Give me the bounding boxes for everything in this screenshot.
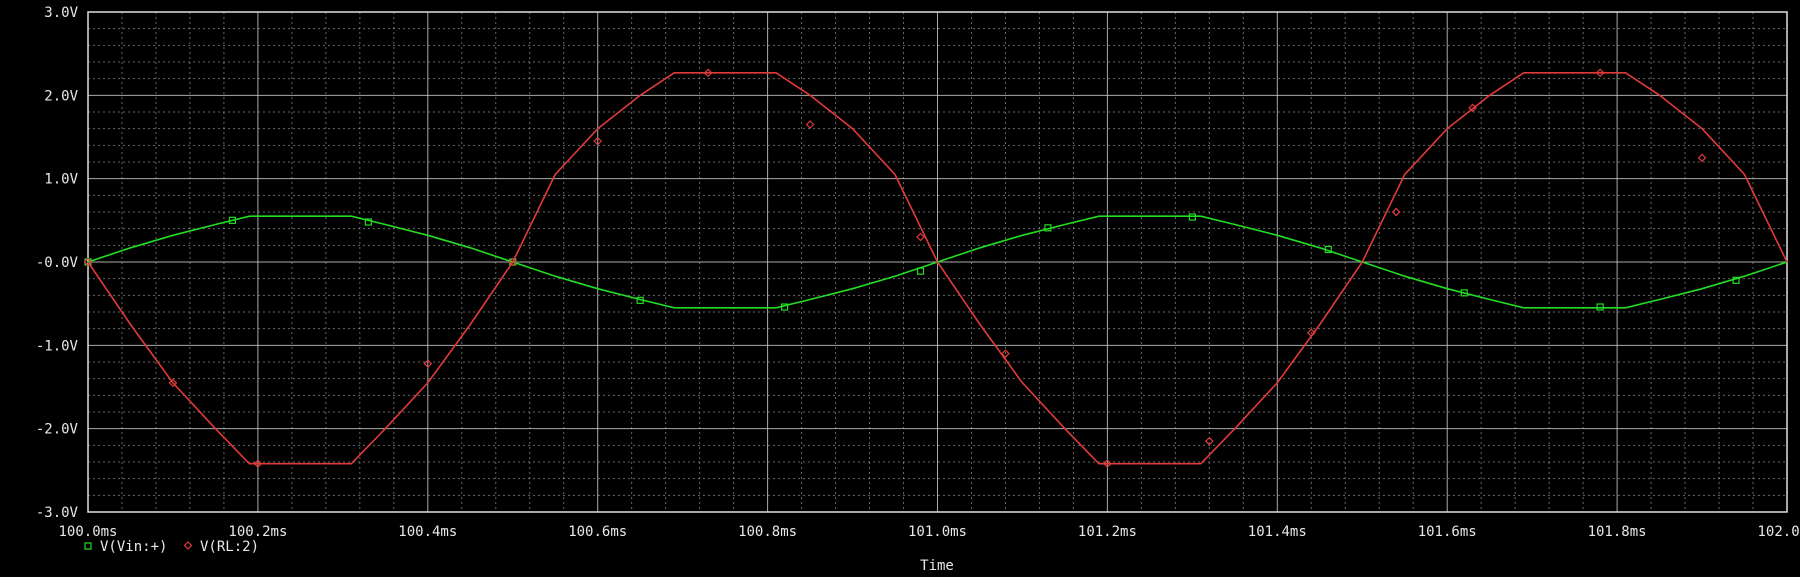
data-point-marker <box>228 216 237 224</box>
legend-label: V(RL:2) <box>200 539 259 555</box>
data-point-marker <box>805 120 815 129</box>
y-tick-label: -1.0V <box>36 338 79 354</box>
data-point-marker <box>83 257 93 267</box>
x-tick-label: 101.2ms <box>1078 524 1137 540</box>
data-point-marker <box>1044 224 1052 232</box>
data-point-marker <box>1204 436 1214 446</box>
data-point-marker <box>364 218 372 226</box>
x-axis-label: Time <box>920 558 954 574</box>
x-tick-label: 100.6ms <box>568 524 627 540</box>
data-point-marker <box>1188 213 1196 221</box>
y-tick-label: -2.0V <box>36 422 79 438</box>
data-point-marker <box>1595 68 1605 78</box>
x-tick-label: 102.0ms <box>1757 524 1800 540</box>
grid <box>87 11 1788 513</box>
y-tick-label: 3.0V <box>44 5 78 21</box>
x-tick-label: 100.2ms <box>228 524 287 540</box>
data-point-marker <box>1697 153 1707 163</box>
x-tick-label: 100.0ms <box>58 524 117 540</box>
series-layer <box>83 68 1788 469</box>
x-tick-label: 101.0ms <box>908 524 967 540</box>
x-tick-label: 100.4ms <box>398 524 457 540</box>
y-tick-label: -0.0V <box>36 255 79 271</box>
data-point-marker <box>780 303 789 311</box>
series-line <box>87 72 1788 465</box>
legend-item: V(Vin:+) <box>84 539 167 555</box>
data-point-marker <box>423 359 433 369</box>
x-tick-label: 101.8ms <box>1588 524 1647 540</box>
legend-label: V(Vin:+) <box>100 539 167 555</box>
data-point-marker <box>1596 303 1604 311</box>
legend: V(Vin:+) V(RL:2) <box>84 539 259 555</box>
y-tick-label: 2.0V <box>44 88 78 104</box>
data-point-marker <box>593 136 603 146</box>
x-tick-label: 100.8ms <box>738 524 797 540</box>
data-point-marker <box>168 378 178 388</box>
data-point-marker <box>1001 349 1010 359</box>
legend-square-icon <box>84 542 92 550</box>
legend-diamond-icon <box>183 541 193 550</box>
x-tick-label: 101.4ms <box>1248 524 1307 540</box>
data-point-marker <box>1468 103 1478 113</box>
data-point-marker <box>703 68 713 78</box>
data-point-marker <box>508 257 518 267</box>
y-tick-label: -3.0V <box>36 505 79 521</box>
data-point-marker <box>1324 245 1332 254</box>
data-point-marker <box>636 296 644 304</box>
legend-item: V(RL:2) <box>183 539 259 555</box>
data-point-marker <box>1732 276 1740 284</box>
series-2 <box>83 68 1788 469</box>
axis-labels: 3.0V 2.0V 1.0V -0.0V -1.0V -2.0V -3.0V 100.0ms 1… <box>36 5 1800 540</box>
data-point-marker <box>1103 459 1112 469</box>
data-point-marker <box>1460 289 1468 297</box>
data-point-marker <box>916 232 925 242</box>
y-tick-label: 1.0V <box>44 172 78 188</box>
data-point-marker <box>916 267 925 275</box>
data-point-marker <box>253 459 263 469</box>
data-point-marker <box>1306 328 1316 338</box>
x-tick-label: 101.6ms <box>1418 524 1477 540</box>
data-point-marker <box>1391 207 1401 217</box>
